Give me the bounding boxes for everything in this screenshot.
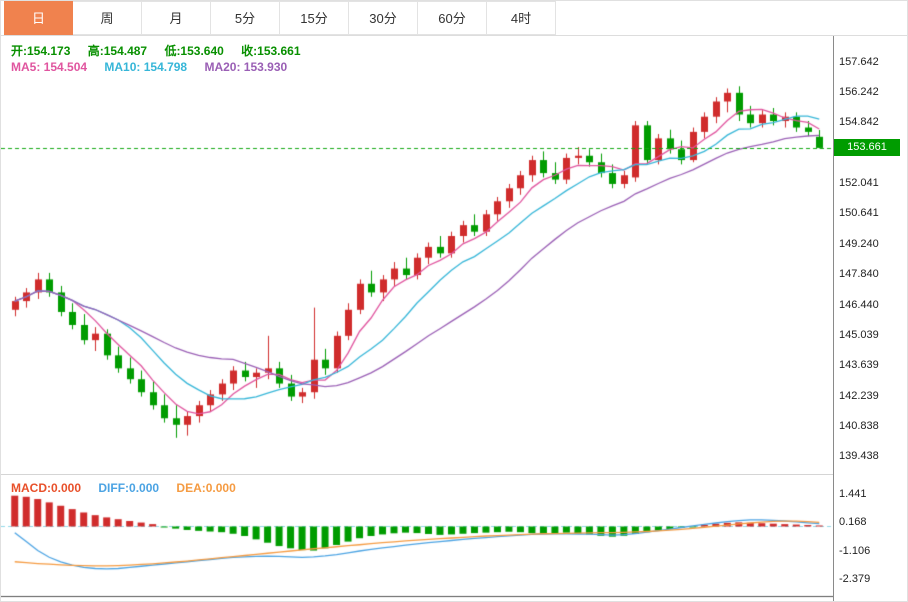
dea-value: DEA:0.000 <box>176 481 236 495</box>
main-axis-tick: 140.838 <box>839 420 879 433</box>
macd-axis-tick: -1.106 <box>839 544 871 557</box>
main-axis-tick: 149.240 <box>839 237 879 250</box>
main-axis-tick: 139.438 <box>839 450 879 463</box>
timeframe-tabbar: 日周月 5分 15分 30分 60分 4时 <box>1 1 907 36</box>
close-value: 收:153.661 <box>241 44 301 58</box>
ma-info-line: MA5: 154.504 MA10: 154.798 MA20: 153.930 <box>11 60 301 74</box>
tab-60min[interactable]: 60分 <box>418 1 487 35</box>
macd-value: MACD:0.000 <box>11 481 82 495</box>
ma5-value: MA5: 154.504 <box>11 60 88 74</box>
panel-divider <box>1 474 833 475</box>
macd-info-line: MACD:0.000 DIFF:0.000 DEA:0.000 <box>11 481 250 495</box>
main-axis-tick: 143.639 <box>839 359 879 372</box>
main-axis-tick: 147.840 <box>839 268 879 281</box>
main-axis-tick: 157.642 <box>839 55 879 68</box>
tab-30min[interactable]: 30分 <box>349 1 418 35</box>
ohlc-info-line: 开:154.173 高:154.487 低:153.640 收:153.661 <box>11 42 315 59</box>
tab-5min[interactable]: 5分 <box>211 1 280 35</box>
macd-axis-tick: -2.379 <box>839 573 871 586</box>
chart-area: 开:154.173 高:154.487 低:153.640 收:153.661 … <box>1 36 907 601</box>
tab-week[interactable]: 周 <box>73 1 142 35</box>
current-price-tag: 153.661 <box>834 138 900 156</box>
main-axis-tick: 145.039 <box>839 328 879 341</box>
main-price-axis: 157.642 156.242 154.842 152.041 150.641 149.2… <box>839 36 907 601</box>
macd-axis-tick: 0.168 <box>839 516 867 529</box>
main-axis-tick: 150.641 <box>839 207 879 220</box>
tab-15min[interactable]: 15分 <box>280 1 349 35</box>
macd-axis-tick: 1.441 <box>839 487 867 500</box>
candlestick-chart-canvas[interactable] <box>1 36 833 474</box>
macd-chart-canvas[interactable] <box>1 475 833 601</box>
main-axis-tick: 156.242 <box>839 85 879 98</box>
diff-value: DIFF:0.000 <box>98 481 160 495</box>
ma10-value: MA10: 154.798 <box>104 60 188 74</box>
main-axis-tick: 154.842 <box>839 116 879 129</box>
tab-month[interactable]: 月 <box>142 1 211 35</box>
high-value: 高:154.487 <box>87 44 148 58</box>
open-value: 开:154.173 <box>11 44 71 58</box>
main-axis-tick: 142.239 <box>839 389 879 402</box>
main-axis-tick: 152.041 <box>839 177 879 190</box>
ma20-value: MA20: 153.930 <box>204 60 288 74</box>
main-axis-tick: 146.440 <box>839 298 879 311</box>
y-axis-line <box>833 36 834 601</box>
tab-4hour[interactable]: 4时 <box>487 1 556 35</box>
low-value: 低:153.640 <box>164 44 224 58</box>
macd-value-axis: 1.441 0.168 -1.106 -2.379 <box>839 36 907 601</box>
tab-day[interactable]: 日 <box>4 1 73 35</box>
